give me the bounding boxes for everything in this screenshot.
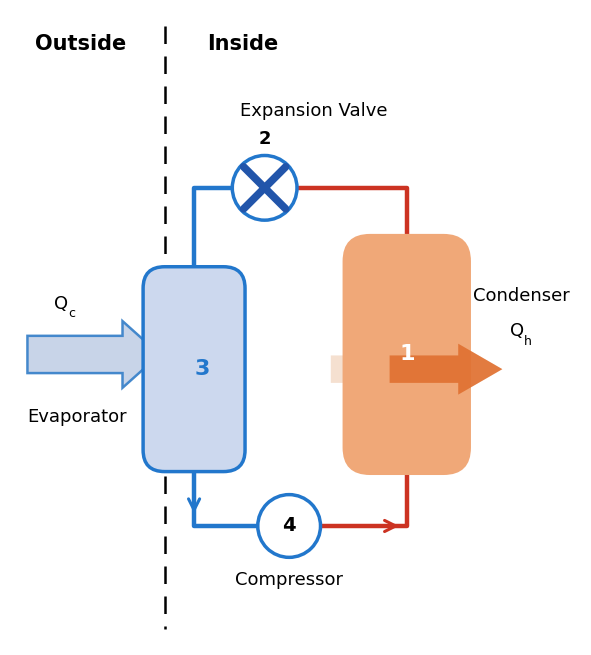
Text: Inside: Inside <box>207 34 279 54</box>
Text: Evaporator: Evaporator <box>27 408 127 426</box>
FancyArrow shape <box>389 344 502 395</box>
Text: 4: 4 <box>282 517 296 536</box>
FancyArrow shape <box>27 321 160 388</box>
FancyBboxPatch shape <box>143 267 245 472</box>
Text: Condenser: Condenser <box>473 287 570 305</box>
Text: Compressor: Compressor <box>235 571 343 589</box>
Text: 2: 2 <box>258 130 271 147</box>
Circle shape <box>258 495 320 557</box>
Text: 1: 1 <box>399 345 414 364</box>
Text: Outside: Outside <box>35 34 126 54</box>
Text: 3: 3 <box>194 359 210 379</box>
Text: Q: Q <box>54 295 68 313</box>
Text: Q: Q <box>510 322 524 340</box>
FancyArrow shape <box>331 344 502 395</box>
FancyBboxPatch shape <box>343 234 471 475</box>
Text: h: h <box>524 335 532 348</box>
Circle shape <box>232 155 297 220</box>
Text: c: c <box>69 307 76 320</box>
Text: Expansion Valve: Expansion Valve <box>240 102 387 120</box>
